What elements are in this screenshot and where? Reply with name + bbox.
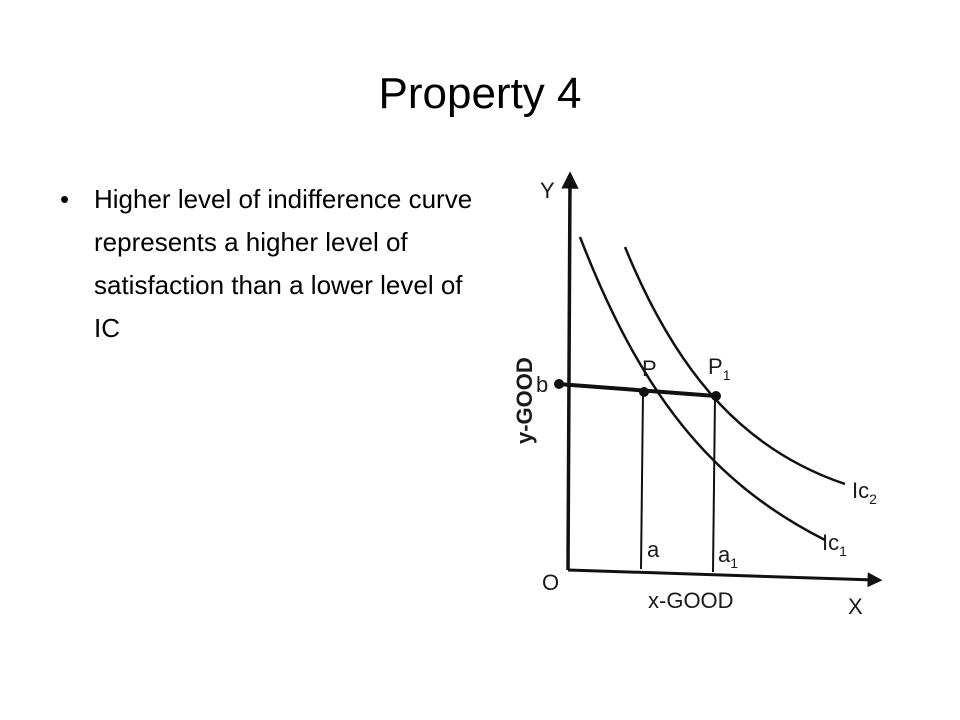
point-b-label: b [536, 372, 548, 397]
bullet-dot-icon: • [60, 184, 70, 214]
x-axis [567, 568, 883, 588]
drop-line-p [640, 391, 644, 570]
drop-line-p1 [712, 396, 716, 573]
indifference-curve-diagram: Y X O y-GOOD x-GOOD b P P1 a a1 Ic1 Ic2 [512, 171, 883, 619]
y-axis-label: y-GOOD [512, 357, 537, 444]
point-a1-label: a1 [718, 542, 738, 571]
point-p1-dot [711, 391, 721, 401]
bullet-text: Higher level of indifference curve repre… [94, 184, 473, 343]
point-p-label: P [642, 356, 657, 381]
bullet-list: • Higher level of indifference curve rep… [58, 178, 478, 350]
curve-ic2 [623, 246, 846, 486]
budget-level-line [557, 382, 717, 398]
y-axis-letter: Y [540, 178, 555, 203]
origin-label: O [542, 570, 559, 595]
point-a-label: a [647, 537, 660, 562]
point-p-dot [639, 387, 649, 397]
curve-ic1 [578, 236, 826, 542]
point-b-dot [554, 379, 564, 389]
point-p1-label: P1 [708, 354, 731, 383]
curve-ic1-label: Ic1 [822, 530, 847, 559]
y-axis [561, 171, 579, 571]
curve-ic2-label: Ic2 [852, 478, 877, 507]
bullet-item: • Higher level of indifference curve rep… [58, 178, 478, 350]
slide-title: Property 4 [378, 69, 582, 118]
x-axis-letter: X [848, 594, 863, 619]
x-axis-label: x-GOOD [648, 588, 734, 613]
